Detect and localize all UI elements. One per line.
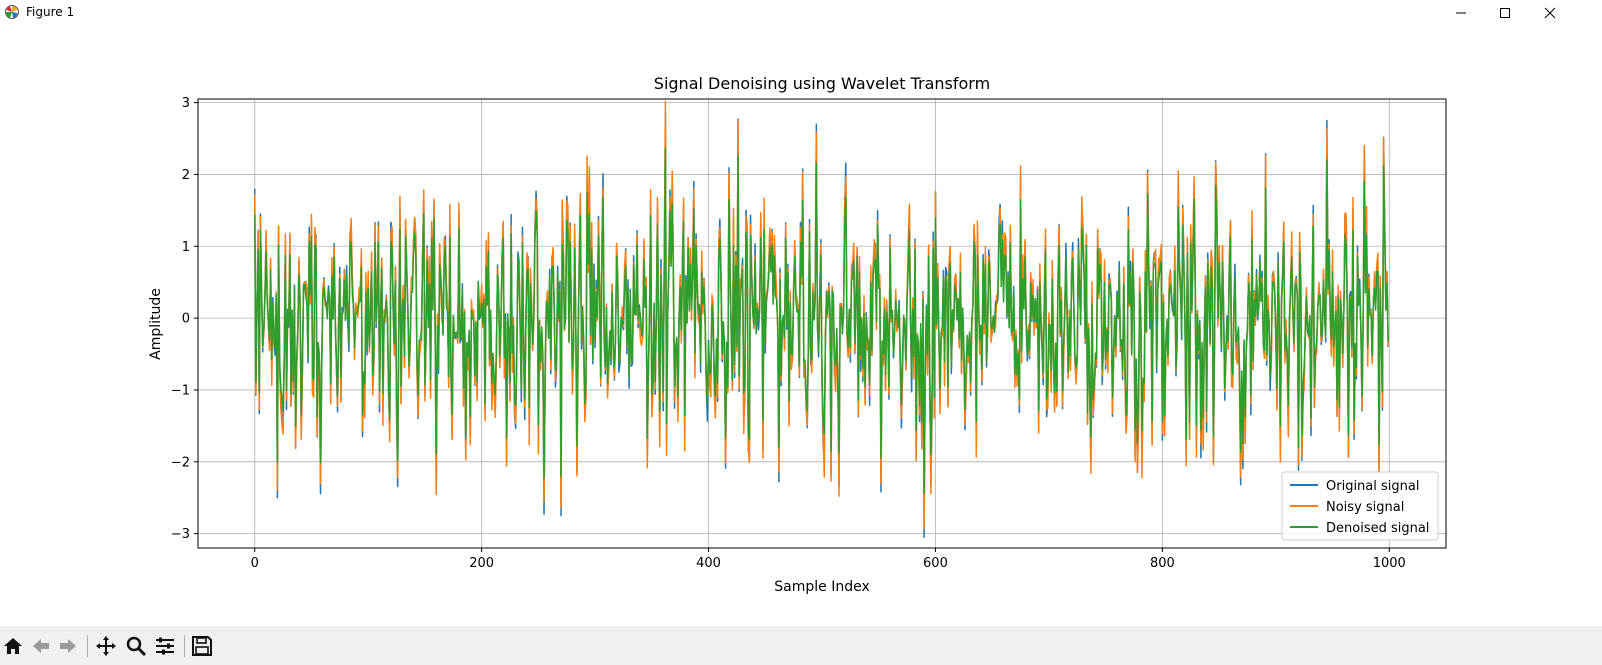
x-tick-label: 1000 [1373,556,1406,571]
chart-title: Signal Denoising using Wavelet Transform [654,74,990,93]
x-tick-label: 800 [1150,556,1175,571]
x-axis-label: Sample Index [774,579,869,595]
legend: Original signal Noisy signal Denoised sign… [1281,471,1439,541]
y-axis-label: Amplitude [148,288,164,360]
x-tick-label: 0 [251,556,259,571]
y-tick-label: −1 [171,383,190,398]
y-tick-label: 1 [182,240,190,255]
maximize-icon [1500,8,1510,18]
configure-subplots-button[interactable] [152,633,178,659]
minimize-icon [1456,12,1466,14]
maximize-button[interactable] [1482,0,1528,26]
y-tick-label: −2 [171,455,190,470]
x-tick-label: 400 [696,556,721,571]
x-tick-label: 600 [923,556,948,571]
y-tick-label: 2 [182,168,190,183]
toolbar-separator [184,635,185,657]
toolbar-separator [87,635,88,657]
minimize-button[interactable] [1438,0,1484,26]
close-button[interactable] [1527,0,1573,26]
close-icon [1544,7,1556,19]
window-title: Figure 1 [26,5,75,19]
forward-icon [60,639,76,653]
navigation-toolbar [0,626,1602,665]
save-icon [192,636,212,656]
home-button[interactable] [0,633,26,659]
forward-button[interactable] [55,633,81,659]
axis-ticks: 0 200 400 600 800 1000 −3 −2 −1 0 1 2 3 [171,96,1406,571]
y-tick-label: −3 [171,527,190,542]
plot-frame [197,98,1447,549]
x-tick-label: 200 [469,556,494,571]
legend-box [1281,471,1439,541]
legend-label: Noisy signal [1326,500,1404,515]
line-chart: 0 200 400 600 800 1000 −3 −2 −1 0 1 2 3 Signal Denoi… [0,26,1602,626]
back-button[interactable] [28,633,54,659]
legend-label: Denoised signal [1326,521,1429,536]
zoom-button[interactable] [123,633,149,659]
series-line-3 [253,147,1389,495]
pan-icon [96,636,116,656]
pan-button[interactable] [93,633,119,659]
zoom-icon [126,636,147,657]
window-titlebar: Figure 1 [0,0,1602,26]
back-icon [33,639,49,653]
figure-canvas: 0 200 400 600 800 1000 −3 −2 −1 0 1 2 3 Signal Denoi… [0,26,1602,626]
matplotlib-icon [5,5,19,19]
series-lines [253,100,1389,538]
y-tick-label: 3 [182,96,190,111]
home-icon [4,638,22,654]
legend-label: Original signal [1326,479,1419,494]
save-button[interactable] [189,633,215,659]
configure-subplots-icon [156,637,174,655]
y-tick-label: 0 [182,312,190,327]
